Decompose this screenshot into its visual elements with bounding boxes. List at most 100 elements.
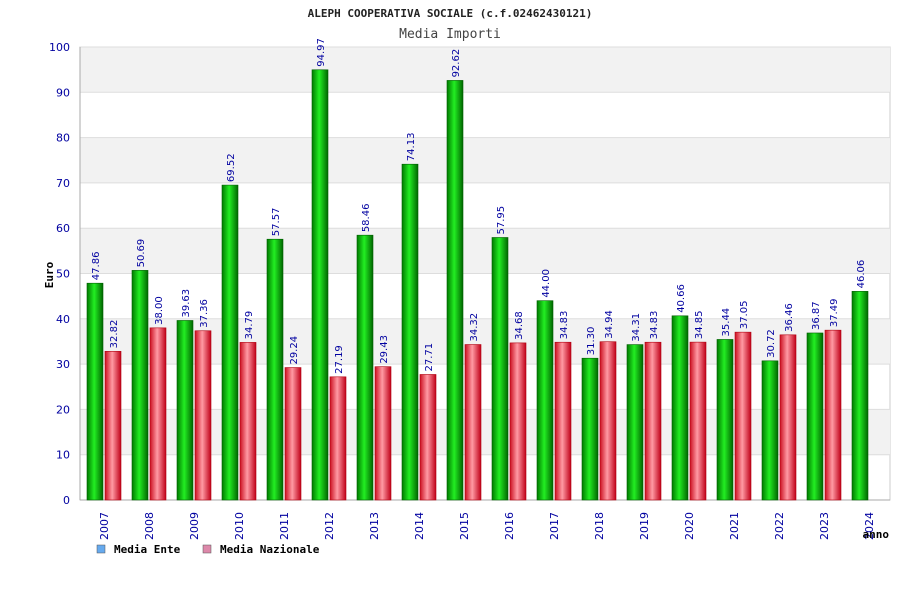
bar-media-ente bbox=[131, 270, 149, 501]
x-tick-label: 2021 bbox=[728, 512, 741, 540]
bar-media-nazionale bbox=[329, 376, 347, 501]
data-label: 34.79 bbox=[244, 311, 255, 340]
bar-media-nazionale bbox=[824, 329, 842, 501]
x-tick-label: 2019 bbox=[638, 512, 651, 540]
y-axis-label: Euro bbox=[43, 261, 56, 288]
x-tick-label: 2014 bbox=[413, 512, 426, 540]
data-label: 34.83 bbox=[649, 311, 660, 340]
y-axis-ticks: 0 10 20 30 40 50 60 70 80 90 100 bbox=[49, 41, 70, 507]
data-label: 29.24 bbox=[289, 336, 300, 365]
bar-media-ente bbox=[176, 320, 194, 501]
y-tick-label: 70 bbox=[56, 177, 70, 190]
y-tick-label: 30 bbox=[56, 358, 70, 371]
bar-media-ente bbox=[806, 332, 824, 501]
bar-media-ente bbox=[356, 234, 374, 501]
bars bbox=[86, 69, 869, 501]
y-tick-label: 20 bbox=[56, 403, 70, 416]
chart-title: ALEPH COOPERATIVA SOCIALE (c.f.024624301… bbox=[308, 7, 593, 20]
bar-media-nazionale bbox=[104, 351, 122, 501]
y-tick-label: 50 bbox=[56, 268, 70, 281]
grid-band bbox=[80, 318, 890, 365]
bar-media-ente bbox=[626, 344, 644, 501]
bar-media-nazionale bbox=[239, 342, 257, 501]
bar-media-nazionale bbox=[284, 367, 302, 501]
y-tick-label: 60 bbox=[56, 222, 70, 235]
y-tick-label: 0 bbox=[63, 494, 70, 507]
data-label: 46.06 bbox=[856, 260, 867, 289]
bar-media-ente bbox=[221, 184, 239, 501]
data-label: 37.49 bbox=[829, 299, 840, 328]
y-tick-label: 40 bbox=[56, 313, 70, 326]
data-label: 34.31 bbox=[631, 313, 642, 342]
y-tick-label: 100 bbox=[49, 41, 70, 54]
x-tick-label: 2011 bbox=[278, 512, 291, 540]
data-label: 27.71 bbox=[424, 343, 435, 372]
legend: Media Ente Media Nazionale bbox=[96, 543, 320, 556]
legend-label-ente: Media Ente bbox=[114, 543, 181, 556]
data-label: 50.69 bbox=[136, 239, 147, 268]
data-label: 57.95 bbox=[496, 206, 507, 235]
data-label: 34.85 bbox=[694, 310, 705, 339]
gridlines bbox=[79, 46, 890, 501]
bar-media-nazionale bbox=[554, 341, 572, 501]
x-tick-label: 2012 bbox=[323, 512, 336, 540]
bar-media-nazionale bbox=[149, 327, 167, 501]
bar-media-nazionale bbox=[509, 342, 527, 501]
bar-media-ente bbox=[86, 282, 104, 501]
data-label: 47.86 bbox=[91, 252, 102, 281]
x-tick-label: 2008 bbox=[143, 512, 156, 540]
bar-media-nazionale bbox=[599, 341, 617, 501]
x-tick-label: 2015 bbox=[458, 512, 471, 540]
legend-swatch-ente bbox=[96, 544, 106, 554]
data-label: 44.00 bbox=[541, 269, 552, 298]
data-label: 39.63 bbox=[181, 289, 192, 318]
y-tick-label: 90 bbox=[56, 86, 70, 99]
x-tick-label: 2020 bbox=[683, 512, 696, 540]
bar-media-nazionale bbox=[734, 331, 752, 501]
data-label: 92.62 bbox=[451, 49, 462, 78]
bar-media-nazionale bbox=[689, 341, 707, 501]
bar-media-ente bbox=[716, 339, 734, 501]
data-label: 69.52 bbox=[226, 153, 237, 182]
x-tick-label: 2010 bbox=[233, 512, 246, 540]
x-axis-label: anno bbox=[863, 528, 890, 541]
data-label: 34.32 bbox=[469, 313, 480, 342]
bar-media-nazionale bbox=[779, 334, 797, 501]
x-tick-label: 2009 bbox=[188, 512, 201, 540]
data-label: 30.72 bbox=[766, 329, 777, 358]
data-label: 74.13 bbox=[406, 133, 417, 162]
data-label: 27.19 bbox=[334, 345, 345, 374]
bar-media-nazionale bbox=[419, 374, 437, 501]
bar-media-ente bbox=[536, 300, 554, 501]
bar-media-ente bbox=[266, 238, 284, 501]
grid-band bbox=[80, 228, 890, 274]
x-tick-label: 2023 bbox=[818, 512, 831, 540]
data-label: 35.44 bbox=[721, 308, 732, 337]
data-label: 58.46 bbox=[361, 204, 372, 233]
data-label: 32.82 bbox=[109, 320, 120, 349]
x-tick-label: 2013 bbox=[368, 512, 381, 540]
chart-subtitle: Media Importi bbox=[399, 27, 501, 42]
bar-media-ente bbox=[491, 237, 509, 501]
bar-media-ente bbox=[851, 291, 869, 501]
x-tick-label: 2018 bbox=[593, 512, 606, 540]
grid-band bbox=[80, 137, 890, 183]
bar-media-ente bbox=[311, 69, 329, 501]
legend-label-nazionale: Media Nazionale bbox=[220, 543, 320, 556]
bar-media-ente bbox=[446, 80, 464, 501]
y-tick-label: 10 bbox=[56, 449, 70, 462]
x-tick-label: 2017 bbox=[548, 512, 561, 540]
x-tick-label: 2024 bbox=[863, 512, 876, 540]
bar-media-ente bbox=[761, 360, 779, 501]
x-tick-label: 2007 bbox=[98, 512, 111, 540]
data-label: 57.57 bbox=[271, 208, 282, 237]
bar-media-nazionale bbox=[194, 330, 212, 501]
grid-band bbox=[80, 409, 890, 455]
data-label: 29.43 bbox=[379, 335, 390, 364]
data-label: 34.68 bbox=[514, 311, 525, 340]
data-labels: 47.86 50.69 39.63 69.52 57.57 94.97 58.46 74.13… bbox=[91, 38, 867, 374]
bar-media-nazionale bbox=[464, 344, 482, 501]
data-label: 37.36 bbox=[199, 299, 210, 328]
y-tick-label: 80 bbox=[56, 132, 70, 145]
bar-media-ente bbox=[401, 163, 419, 501]
